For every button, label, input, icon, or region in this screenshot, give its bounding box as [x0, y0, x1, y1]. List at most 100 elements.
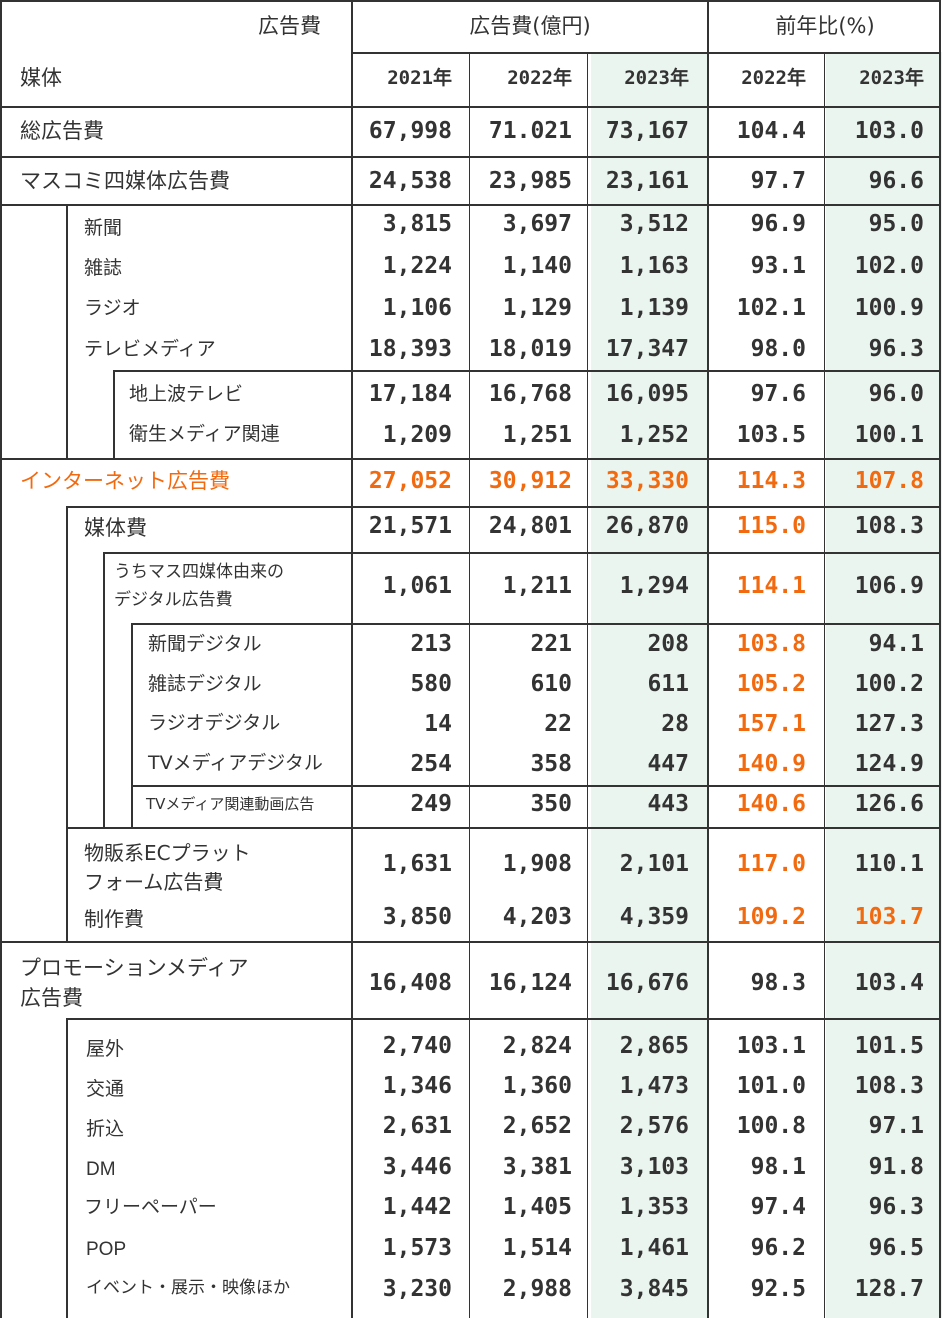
cell-2023: 443 — [647, 791, 689, 817]
row-label-line1: 物販系ECプラット — [84, 841, 251, 865]
cell-ratio-2022: 140.6 — [736, 791, 806, 817]
grid-line-v — [469, 52, 470, 1318]
row-label: インターネット広告費 — [20, 469, 230, 493]
cell-ratio-2022: 98.1 — [750, 1154, 806, 1180]
row-label: 折込 — [86, 1118, 125, 1140]
cell-2022: 71.021 — [488, 118, 572, 144]
cell-2021: 1,061 — [382, 573, 452, 599]
cell-2021: 3,850 — [382, 904, 452, 930]
cell-2023: 4,359 — [619, 904, 689, 930]
grid-line-v — [939, 0, 941, 1318]
grid-line-h — [0, 941, 941, 943]
row-label-line2: 広告費 — [20, 986, 83, 1010]
year-header-2023: 2023年 — [624, 67, 689, 89]
row-label: 新聞デジタル — [148, 633, 262, 655]
cell-2023: 17,347 — [605, 336, 689, 362]
cell-ratio-2023: 128.7 — [854, 1276, 924, 1302]
cell-ratio-2022: 114.3 — [736, 468, 806, 494]
grid-line-v — [113, 370, 115, 458]
cell-ratio-2022: 140.9 — [736, 751, 806, 777]
row-label: 総広告費 — [20, 119, 104, 143]
cell-ratio-2022: 157.1 — [736, 711, 806, 737]
cell-ratio-2022: 117.0 — [736, 851, 806, 877]
cell-ratio-2023: 96.3 — [868, 1194, 924, 1220]
cell-2021: 3,446 — [382, 1154, 452, 1180]
cell-2021: 14 — [424, 711, 452, 737]
cell-2023: 28 — [661, 711, 689, 737]
cell-2021: 67,998 — [368, 118, 452, 144]
cell-2022: 2,824 — [502, 1033, 572, 1059]
cell-ratio-2023: 100.1 — [854, 422, 924, 448]
grid-line-h — [66, 1018, 941, 1020]
cell-ratio-2023: 108.3 — [854, 1073, 924, 1099]
cell-2023: 2,576 — [619, 1113, 689, 1139]
cell-ratio-2023: 97.1 — [868, 1113, 924, 1139]
cell-2022: 1,908 — [502, 851, 572, 877]
cell-2021: 2,740 — [382, 1033, 452, 1059]
grid-line-v — [824, 52, 825, 1318]
cell-ratio-2022: 102.1 — [736, 295, 806, 321]
row-label: 媒体費 — [84, 516, 147, 540]
row-label-line2: デジタル広告費 — [114, 590, 233, 610]
ratio-header-2022: 2022年 — [741, 67, 806, 89]
cell-2023: 16,095 — [605, 381, 689, 407]
cell-ratio-2023: 103.0 — [854, 118, 924, 144]
row-label-line1: プロモーションメディア — [20, 956, 249, 980]
cell-2023: 611 — [647, 671, 689, 697]
cell-2021: 1,631 — [382, 851, 452, 877]
cell-ratio-2022: 97.6 — [750, 381, 806, 407]
grid-line-h — [0, 458, 941, 460]
cell-2023: 3,845 — [619, 1276, 689, 1302]
cell-ratio-2023: 95.0 — [868, 211, 924, 237]
cell-ratio-2022: 115.0 — [736, 513, 806, 539]
cell-ratio-2022: 103.8 — [736, 631, 806, 657]
cell-ratio-2023: 101.5 — [854, 1033, 924, 1059]
grid-line-v — [131, 623, 133, 827]
cell-2023: 33,330 — [605, 468, 689, 494]
cell-2022: 221 — [530, 631, 572, 657]
grid-line-v — [0, 0, 2, 1318]
cell-ratio-2023: 102.0 — [854, 253, 924, 279]
cell-2022: 610 — [530, 671, 572, 697]
ratio-header-2023: 2023年 — [859, 67, 924, 89]
cell-2021: 249 — [410, 791, 452, 817]
grid-line-h — [66, 827, 941, 829]
cell-2022: 30,912 — [488, 468, 572, 494]
cell-2021: 18,393 — [368, 336, 452, 362]
cell-2023: 2,101 — [619, 851, 689, 877]
cell-ratio-2023: 110.1 — [854, 851, 924, 877]
cell-2021: 3,230 — [382, 1276, 452, 1302]
cell-2023: 208 — [647, 631, 689, 657]
row-label: 制作費 — [84, 907, 144, 931]
grid-line-h — [0, 156, 941, 158]
row-label-line2: フォーム広告費 — [84, 870, 224, 894]
cell-2022: 1,140 — [502, 253, 572, 279]
cell-ratio-2022: 104.4 — [736, 118, 806, 144]
cell-2021: 213 — [410, 631, 452, 657]
cell-ratio-2022: 98.3 — [750, 970, 806, 996]
cell-2022: 1,211 — [502, 573, 572, 599]
cell-2022: 350 — [530, 791, 572, 817]
row-label: 交通 — [86, 1078, 125, 1100]
cell-2022: 1,405 — [502, 1194, 572, 1220]
grid-line-v — [103, 552, 105, 827]
cell-ratio-2022: 96.2 — [750, 1235, 806, 1261]
cell-ratio-2023: 91.8 — [868, 1154, 924, 1180]
cell-2022: 3,381 — [502, 1154, 572, 1180]
cell-ratio-2023: 124.9 — [854, 751, 924, 777]
cell-ratio-2022: 97.4 — [750, 1194, 806, 1220]
cell-ratio-2023: 107.8 — [854, 468, 924, 494]
row-label: 雑誌デジタル — [148, 673, 262, 695]
cell-2021: 1,346 — [382, 1073, 452, 1099]
grid-line-v — [351, 0, 353, 1318]
cell-ratio-2022: 101.0 — [736, 1073, 806, 1099]
cell-ratio-2022: 114.1 — [736, 573, 806, 599]
cell-2022: 18,019 — [488, 336, 572, 362]
cell-ratio-2022: 109.2 — [736, 904, 806, 930]
row-label: ラジオ — [84, 297, 141, 319]
cell-ratio-2023: 96.0 — [868, 381, 924, 407]
highlight-2023-amount-column — [591, 52, 709, 1318]
cell-2023: 26,870 — [605, 513, 689, 539]
cell-2021: 580 — [410, 671, 452, 697]
cell-2022: 24,801 — [488, 513, 572, 539]
